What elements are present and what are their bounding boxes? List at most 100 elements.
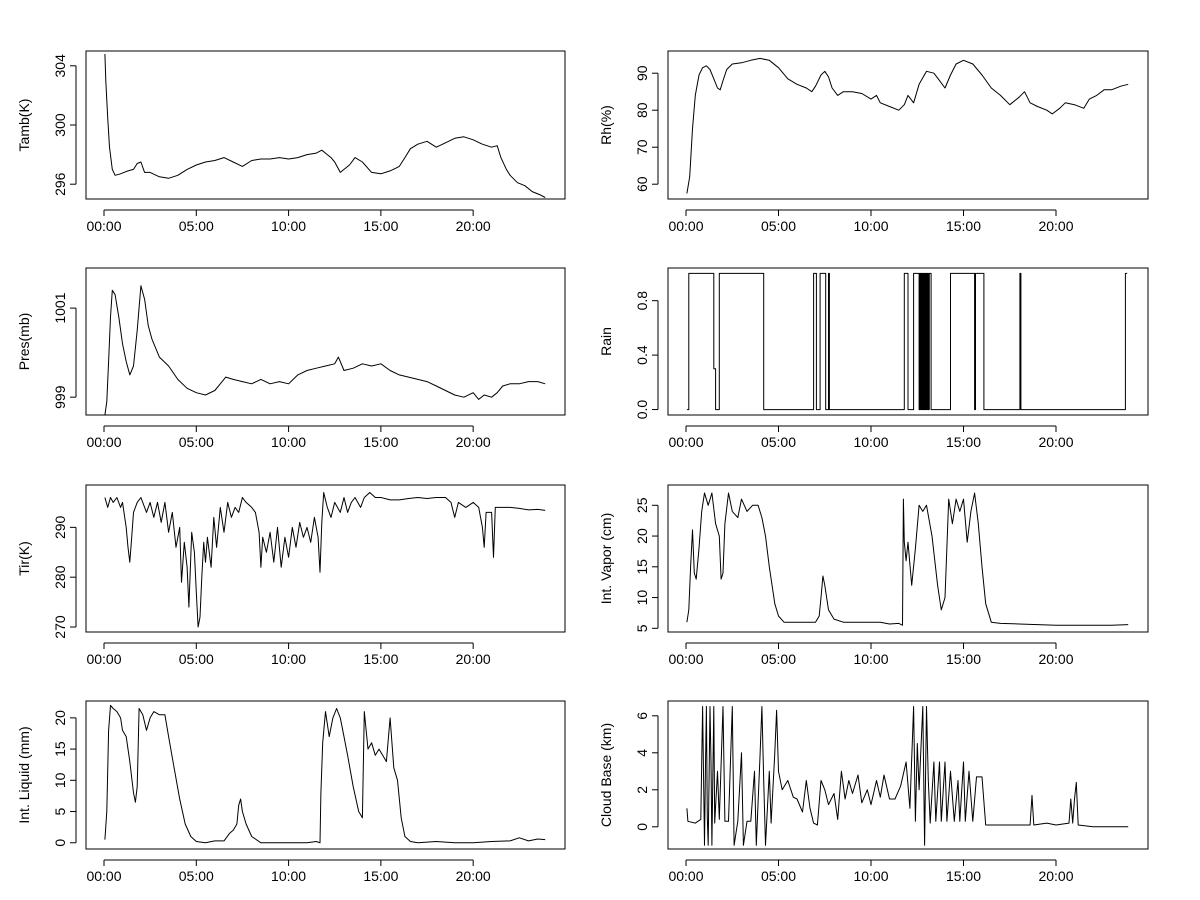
y-tick-label: 70	[634, 139, 650, 155]
x-tick-label: 20:00	[456, 651, 491, 667]
panel-5: 00:00 05:00 10:00 15:00 20:00 270 280 290 Tir(K)	[16, 484, 566, 667]
x-tick-label: 10:00	[271, 218, 306, 234]
x-tick-label: 15:00	[363, 868, 398, 884]
plot-frame	[85, 50, 566, 200]
x-tick-label: 00:00	[86, 651, 121, 667]
x-tick-label: 05:00	[179, 651, 214, 667]
y-tick-label: 0	[634, 823, 650, 831]
series-line-1	[686, 272, 1128, 411]
y-tick-label: 10	[634, 590, 650, 606]
x-tick-label: 20:00	[1038, 434, 1073, 450]
y-tick-label: 15	[52, 741, 68, 757]
y-tick-label: 304	[52, 54, 68, 78]
y-tick-label: 0.8	[634, 291, 650, 311]
series-line-1	[104, 492, 546, 628]
y-tick-label: 1001	[52, 292, 68, 323]
y-axis-title: Rh(%)	[598, 105, 614, 145]
y-axis-title: Int. Liquid (mm)	[16, 726, 32, 823]
x-tick-label: 05:00	[761, 651, 796, 667]
panel-2: 00:00 05:00 10:00 15:00 20:00 60 70 80 90 Rh(%)	[598, 50, 1149, 234]
panel-8: 00:00 05:00 10:00 15:00 20:00 0 2 4 6 Cloud Base …	[598, 700, 1149, 884]
y-tick-label: 270	[52, 615, 68, 639]
y-axis-title: Pres(mb)	[16, 313, 32, 371]
x-tick-label: 05:00	[179, 218, 214, 234]
series-line-1	[686, 57, 1129, 194]
x-tick-label: 15:00	[946, 434, 981, 450]
x-tick-label: 00:00	[668, 218, 703, 234]
y-tick-label: 10	[52, 772, 68, 788]
x-tick-label: 05:00	[761, 218, 796, 234]
x-tick-label: 15:00	[946, 651, 981, 667]
y-tick-label: 20	[634, 528, 650, 544]
y-tick-label: 296	[52, 172, 68, 196]
x-tick-label: 05:00	[761, 434, 796, 450]
x-tick-label: 20:00	[456, 434, 491, 450]
y-tick-label: 6	[634, 712, 650, 720]
x-tick-label: 00:00	[86, 868, 121, 884]
y-tick-label: 280	[52, 565, 68, 589]
x-tick-label: 00:00	[668, 868, 703, 884]
x-tick-label: 10:00	[853, 651, 888, 667]
x-tick-label: 10:00	[271, 434, 306, 450]
series-line-1	[104, 704, 546, 844]
y-tick-label: 2	[634, 786, 650, 794]
y-tick-label: 999	[52, 385, 68, 409]
y-axis-title: Rain	[598, 327, 614, 356]
x-tick-label: 10:00	[853, 434, 888, 450]
panel-6: 00:00 05:00 10:00 15:00 20:00 5 10 15 20 25 Int. V…	[598, 484, 1149, 667]
plot-frame	[85, 267, 566, 416]
y-axis-title: Int. Vapor (cm)	[598, 513, 614, 605]
panel-4: 00:00 05:00 10:00 15:00 20:00 0.0 0.4 0.8 Rain	[598, 267, 1149, 450]
y-tick-label: 0	[52, 839, 68, 847]
x-tick-label: 15:00	[363, 651, 398, 667]
plot-frame	[667, 267, 1149, 416]
y-tick-label: 300	[52, 113, 68, 137]
y-axis-title: Tir(K)	[16, 541, 32, 575]
x-tick-label: 20:00	[1038, 218, 1073, 234]
y-tick-label: 80	[634, 102, 650, 118]
series-line-1	[686, 706, 1129, 846]
x-tick-label: 15:00	[946, 218, 981, 234]
x-tick-label: 05:00	[179, 868, 214, 884]
x-tick-label: 15:00	[946, 868, 981, 884]
x-tick-label: 10:00	[853, 218, 888, 234]
x-tick-label: 20:00	[1038, 868, 1073, 884]
x-tick-label: 00:00	[668, 651, 703, 667]
x-tick-label: 00:00	[86, 218, 121, 234]
plot-frame	[667, 50, 1149, 200]
y-tick-label: 290	[52, 515, 68, 539]
y-tick-label: 15	[634, 559, 650, 575]
x-tick-label: 20:00	[456, 868, 491, 884]
panel-3: 00:00 05:00 10:00 15:00 20:00 999 1001 Pres(mb)	[16, 267, 566, 450]
series-line-1	[104, 285, 546, 416]
x-tick-label: 10:00	[271, 651, 306, 667]
y-tick-label: 5	[52, 807, 68, 815]
x-tick-label: 00:00	[86, 434, 121, 450]
y-tick-label: 25	[634, 497, 650, 513]
x-tick-label: 00:00	[668, 434, 703, 450]
x-tick-label: 10:00	[853, 868, 888, 884]
y-tick-label: 5	[634, 624, 650, 632]
series-line-1	[686, 492, 1129, 626]
plot-frame	[667, 700, 1149, 850]
series-line-1	[104, 53, 546, 198]
x-tick-label: 05:00	[179, 434, 214, 450]
y-tick-label: 90	[634, 65, 650, 81]
x-tick-label: 15:00	[363, 218, 398, 234]
plot-frame	[85, 700, 566, 850]
x-tick-label: 10:00	[271, 868, 306, 884]
y-tick-label: 20	[52, 710, 68, 726]
panel-7: 00:00 05:00 10:00 15:00 20:00 0 5 10 15 20 Int. Li…	[16, 700, 566, 884]
y-tick-label: 4	[634, 749, 650, 757]
x-tick-label: 15:00	[363, 434, 398, 450]
panel-1: 00:00 05:00 10:00 15:00 20:00 296 300 304 Tamb(K…	[16, 50, 566, 234]
y-axis-title: Tamb(K)	[16, 99, 32, 152]
y-axis-title: Cloud Base (km)	[598, 723, 614, 827]
y-tick-label: 0.0	[634, 400, 650, 420]
x-tick-label: 20:00	[456, 218, 491, 234]
plot-frame	[667, 484, 1149, 633]
y-tick-label: 0.4	[634, 345, 650, 365]
x-tick-label: 20:00	[1038, 651, 1073, 667]
x-tick-label: 05:00	[761, 868, 796, 884]
y-tick-label: 60	[634, 176, 650, 192]
